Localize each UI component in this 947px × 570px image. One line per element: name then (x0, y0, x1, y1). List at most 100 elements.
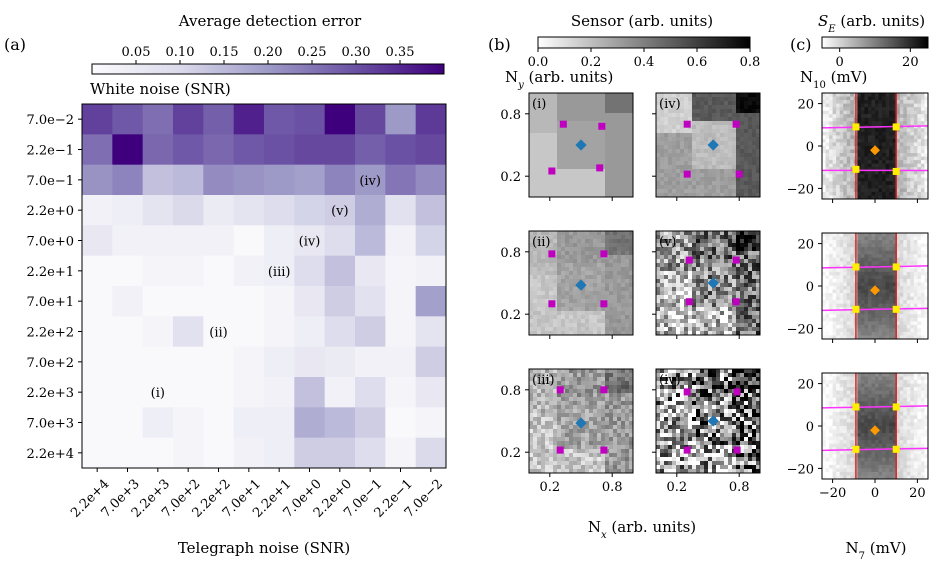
sensor-pixel (557, 109, 562, 114)
sensor-pixel (577, 259, 582, 264)
sensor-pixel (724, 441, 729, 446)
sensor-pixel (549, 149, 554, 154)
energy-pixel (903, 153, 908, 157)
sensor-pixel (617, 385, 622, 390)
sensor-pixel (692, 397, 697, 402)
heatmap-a-cell (385, 255, 417, 287)
sensor-pixel (617, 231, 622, 236)
sensor-pixel (712, 287, 717, 292)
sensor-pixel (569, 437, 574, 442)
sensor-pixel (537, 397, 542, 402)
heatmap-a-cell (324, 346, 356, 378)
sensor-pixel (692, 469, 697, 473)
sensor-pixel (664, 125, 669, 130)
sensor-pixel (704, 153, 709, 158)
sensor-pixel (565, 113, 570, 118)
sensor-pixel (720, 149, 725, 154)
energy-pixel (836, 135, 841, 140)
energy-pixel (871, 153, 876, 157)
sensor-pixel (537, 465, 542, 470)
energy-pixel (913, 142, 918, 147)
sensor-pixel (569, 243, 574, 248)
energy-pixel (882, 153, 886, 157)
energy-pixel (885, 114, 890, 119)
sensor-pixel (577, 303, 582, 308)
sensor-pixel (625, 101, 630, 106)
sensor-pixel (660, 251, 665, 256)
sensor-pixel (696, 417, 701, 422)
energy-pixel (920, 121, 925, 126)
sensor-pixel (704, 405, 709, 410)
sensor-pixel (672, 247, 677, 252)
sensor-pixel (601, 315, 606, 320)
sensor-pixel (593, 169, 598, 174)
sensor-pixel (676, 125, 681, 130)
sensor-pixel (625, 105, 630, 110)
sensor-pixel (724, 177, 729, 182)
sensor-pixel (617, 141, 622, 146)
sensor-pixel (617, 267, 622, 272)
sensor-pixel (557, 401, 562, 406)
sensor-pixel (672, 243, 677, 248)
sensor-pixel (700, 397, 705, 402)
sensor-pixel (613, 287, 618, 292)
sensor-pixel (545, 255, 550, 260)
sensor-pixel (533, 165, 538, 170)
sensor-pixel (537, 157, 542, 162)
sensor-pixel (553, 323, 558, 328)
sensor-pixel (537, 429, 542, 434)
sensor-pixel (740, 157, 745, 162)
energy-pixel (882, 135, 886, 140)
sensor-pixel (720, 303, 725, 308)
sensor-pixel (585, 101, 590, 106)
sensor-pixel (692, 331, 697, 335)
sensor-pixel (537, 149, 542, 154)
sensor-pixel (728, 189, 733, 194)
sensor-pixel (617, 105, 622, 110)
sensor-pixel (688, 113, 693, 118)
sensor-pixel (593, 105, 598, 110)
sensor-pixel (601, 145, 606, 150)
sensor-pixel (577, 307, 582, 312)
sensor-pixel (756, 105, 760, 110)
sensor-pixel (744, 433, 749, 438)
sensor-pixel (621, 389, 626, 394)
energy-pixel (832, 96, 837, 101)
sensor-pixel (740, 425, 745, 430)
sensor-pixel (545, 381, 550, 386)
sensor-pixel (664, 393, 669, 398)
sensor-pixel (541, 331, 546, 335)
sensor-pixel (605, 401, 610, 406)
sensor-pixel (577, 251, 582, 256)
sensor-pixel (668, 279, 673, 284)
sensor-pixel (680, 429, 685, 434)
sensor-pixel (573, 97, 578, 102)
sensor-pixel (664, 449, 669, 454)
sensor-pixel (593, 381, 598, 386)
sensor-pixel (712, 413, 717, 418)
sensor-pixel (597, 259, 602, 264)
sensor-pixel (549, 173, 554, 178)
heatmap-a-cell (294, 134, 326, 166)
energy-pixel (871, 117, 876, 122)
sensor-pixel (672, 323, 677, 328)
heatmap-a-cell (355, 286, 386, 317)
sensor-image (656, 369, 760, 473)
energy-pixel (896, 110, 901, 115)
sensor-pixel (680, 121, 685, 126)
sensor-pixel (728, 251, 733, 256)
sensor-pixel (609, 385, 614, 390)
sensor-pixel (664, 173, 669, 178)
sensor-pixel (680, 157, 685, 162)
sensor-pixel (541, 177, 546, 182)
sensor-pixel (744, 425, 749, 430)
sensor-pixel (533, 319, 538, 324)
sensor-pixel (680, 279, 685, 284)
sensor-pixel (621, 105, 626, 110)
sensor-pixel (728, 145, 733, 150)
sensor-pixel (561, 397, 566, 402)
sensor-pixel (712, 461, 717, 466)
sensor-pixel (625, 141, 630, 146)
sensor-pixel (585, 231, 590, 236)
sensor-pixel (621, 295, 626, 300)
